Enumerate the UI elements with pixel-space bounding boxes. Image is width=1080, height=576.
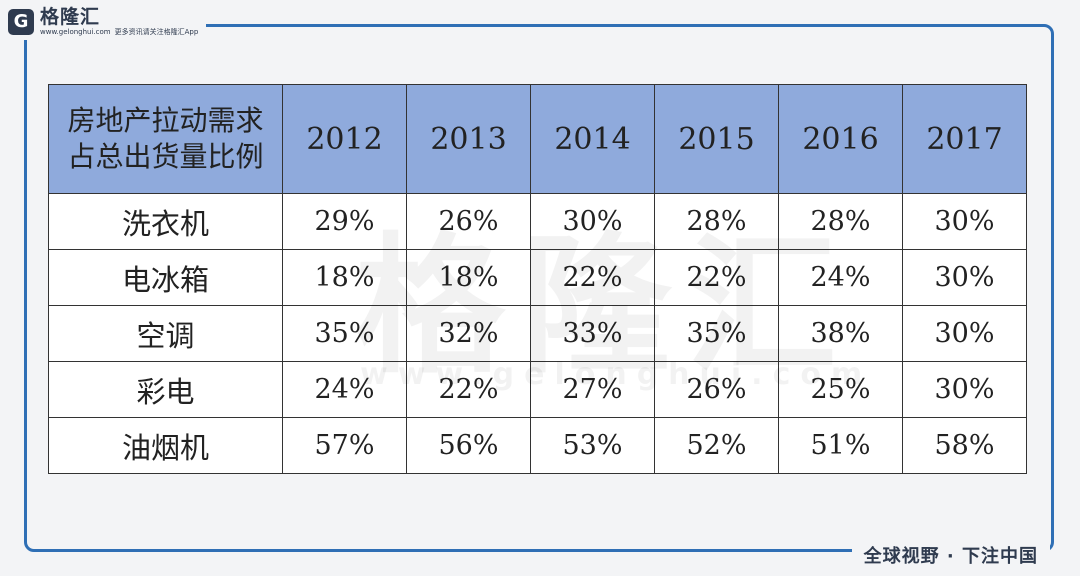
logo-g-icon: G <box>8 9 34 35</box>
content-frame <box>24 24 1054 552</box>
table-cell: 52% <box>654 417 779 474</box>
year-header: 2013 <box>406 84 531 194</box>
table-cell: 18% <box>406 249 531 306</box>
year-header: 2015 <box>654 84 779 194</box>
table-cell: 28% <box>654 193 779 250</box>
table-cell: 35% <box>654 305 779 362</box>
corner-header: 房地产拉动需求 占总出货量比例 <box>48 84 283 194</box>
brand-name: 格隆汇 <box>40 6 101 28</box>
table-cell: 26% <box>406 193 531 250</box>
table-cell: 56% <box>406 417 531 474</box>
table-cell: 33% <box>530 305 655 362</box>
table-cell: 51% <box>778 417 903 474</box>
year-header: 2014 <box>530 84 655 194</box>
table-cell: 32% <box>406 305 531 362</box>
row-label: 彩电 <box>48 361 283 418</box>
row-label: 电冰箱 <box>48 249 283 306</box>
table-cell: 25% <box>778 361 903 418</box>
footer-slogan: 全球视野 · 下注中国 <box>851 542 1050 568</box>
table-cell: 26% <box>654 361 779 418</box>
table-row: 空调 35% 32% 33% 35% 38% 30% <box>48 305 1027 362</box>
table-cell: 22% <box>530 249 655 306</box>
table-cell: 30% <box>902 361 1027 418</box>
table-cell: 58% <box>902 417 1027 474</box>
brand-tagline: 更多资讯请关注格隆汇App <box>114 28 199 36</box>
brand-logo: G 格隆汇 www.gelonghui.com 更多资讯请关注格隆汇App <box>4 4 207 40</box>
data-table: 房地产拉动需求 占总出货量比例 2012 2013 2014 2015 2016… <box>48 84 1027 474</box>
table-cell: 57% <box>282 417 407 474</box>
table-cell: 53% <box>530 417 655 474</box>
year-header: 2016 <box>778 84 903 194</box>
table-cell: 18% <box>282 249 407 306</box>
year-header: 2017 <box>902 84 1027 194</box>
corner-header-line: 占总出货量比例 <box>67 140 264 173</box>
row-label: 油烟机 <box>48 417 283 474</box>
table-cell: 35% <box>282 305 407 362</box>
row-label: 洗衣机 <box>48 193 283 250</box>
row-label: 空调 <box>48 305 283 362</box>
table-cell: 38% <box>778 305 903 362</box>
brand-url: www.gelonghui.com <box>40 28 111 36</box>
table-cell: 27% <box>530 361 655 418</box>
table-cell: 24% <box>282 361 407 418</box>
year-header: 2012 <box>282 84 407 194</box>
table-cell: 29% <box>282 193 407 250</box>
table-cell: 30% <box>902 305 1027 362</box>
table-cell: 30% <box>902 249 1027 306</box>
corner-header-line: 房地产拉动需求 <box>67 103 264 137</box>
table-cell: 22% <box>406 361 531 418</box>
table-row: 电冰箱 18% 18% 22% 22% 24% 30% <box>48 249 1027 306</box>
table-cell: 24% <box>778 249 903 306</box>
table-cell: 30% <box>530 193 655 250</box>
table-row: 油烟机 57% 56% 53% 52% 51% 58% <box>48 417 1027 474</box>
header-row: 房地产拉动需求 占总出货量比例 2012 2013 2014 2015 2016… <box>48 84 1027 194</box>
table-row: 洗衣机 29% 26% 30% 28% 28% 30% <box>48 193 1027 250</box>
table-cell: 28% <box>778 193 903 250</box>
table-cell: 22% <box>654 249 779 306</box>
table-cell: 30% <box>902 193 1027 250</box>
table-row: 彩电 24% 22% 27% 26% 25% 30% <box>48 361 1027 418</box>
